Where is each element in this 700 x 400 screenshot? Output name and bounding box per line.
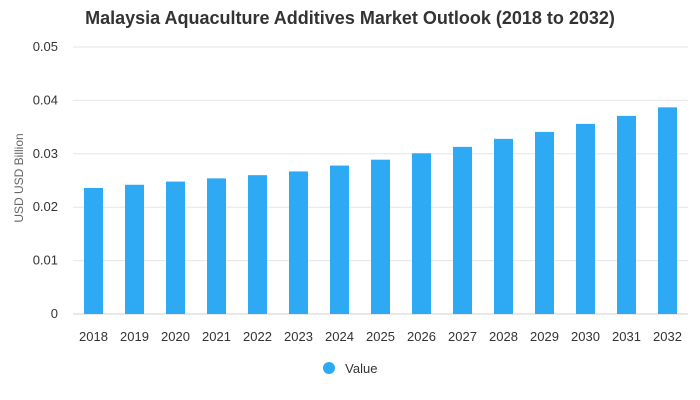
legend: Value: [0, 361, 700, 376]
x-tick-label-2019: 2019: [120, 329, 149, 344]
bar-2029[interactable]: [535, 131, 554, 314]
bar-2021[interactable]: [207, 178, 226, 314]
y-tick-label: 0.01: [33, 253, 58, 268]
chart-title: Malaysia Aquaculture Additives Market Ou…: [85, 8, 615, 28]
bar-2023[interactable]: [289, 171, 308, 314]
y-axis-label: USD USD Billion: [12, 133, 26, 222]
x-tick-label-2027: 2027: [448, 329, 477, 344]
bar-2024[interactable]: [330, 165, 349, 314]
y-tick-label: 0.02: [33, 199, 58, 214]
bar-2030[interactable]: [576, 123, 595, 315]
bar-2027[interactable]: [453, 146, 472, 314]
bar-2028[interactable]: [494, 138, 513, 314]
bar-2018[interactable]: [84, 187, 103, 314]
x-tick-label-2028: 2028: [489, 329, 518, 344]
y-tick-label: 0.03: [33, 146, 58, 161]
y-tick-label: 0.04: [33, 92, 58, 107]
x-tick-label-2022: 2022: [243, 329, 272, 344]
legend-swatch: [322, 362, 335, 374]
x-tick-label-2025: 2025: [366, 329, 395, 344]
bar-2026[interactable]: [412, 153, 431, 314]
x-tick-label-2023: 2023: [284, 329, 313, 344]
bar-2031[interactable]: [617, 115, 636, 314]
x-tick-label-2020: 2020: [161, 329, 190, 344]
x-tick-label-2018: 2018: [79, 329, 108, 344]
x-tick-label-2030: 2030: [571, 329, 600, 344]
y-tick-labels: 0 0.01 0.02 0.03 0.04 0.05: [33, 39, 58, 321]
x-tick-label-2024: 2024: [325, 329, 354, 344]
x-tick-label-2031: 2031: [612, 329, 641, 344]
y-tick-label: 0.05: [33, 39, 58, 54]
x-tick-label-2021: 2021: [202, 329, 231, 344]
x-tick-label-2026: 2026: [407, 329, 436, 344]
y-tick-label: 0: [51, 306, 58, 321]
bar-2019[interactable]: [125, 184, 144, 314]
x-tick-label-2029: 2029: [530, 329, 559, 344]
legend-label: Value: [345, 361, 378, 376]
bar-2022[interactable]: [248, 175, 267, 314]
bar-2025[interactable]: [371, 159, 390, 314]
bars: [84, 107, 677, 315]
x-tick-label-2032: 2032: [653, 329, 682, 344]
bar-2032[interactable]: [658, 107, 677, 314]
x-tick-labels: 2018 2019 2020 2021 2022 2023 2024 2025 2026 2027…: [79, 329, 682, 344]
bar-2020[interactable]: [166, 181, 185, 314]
